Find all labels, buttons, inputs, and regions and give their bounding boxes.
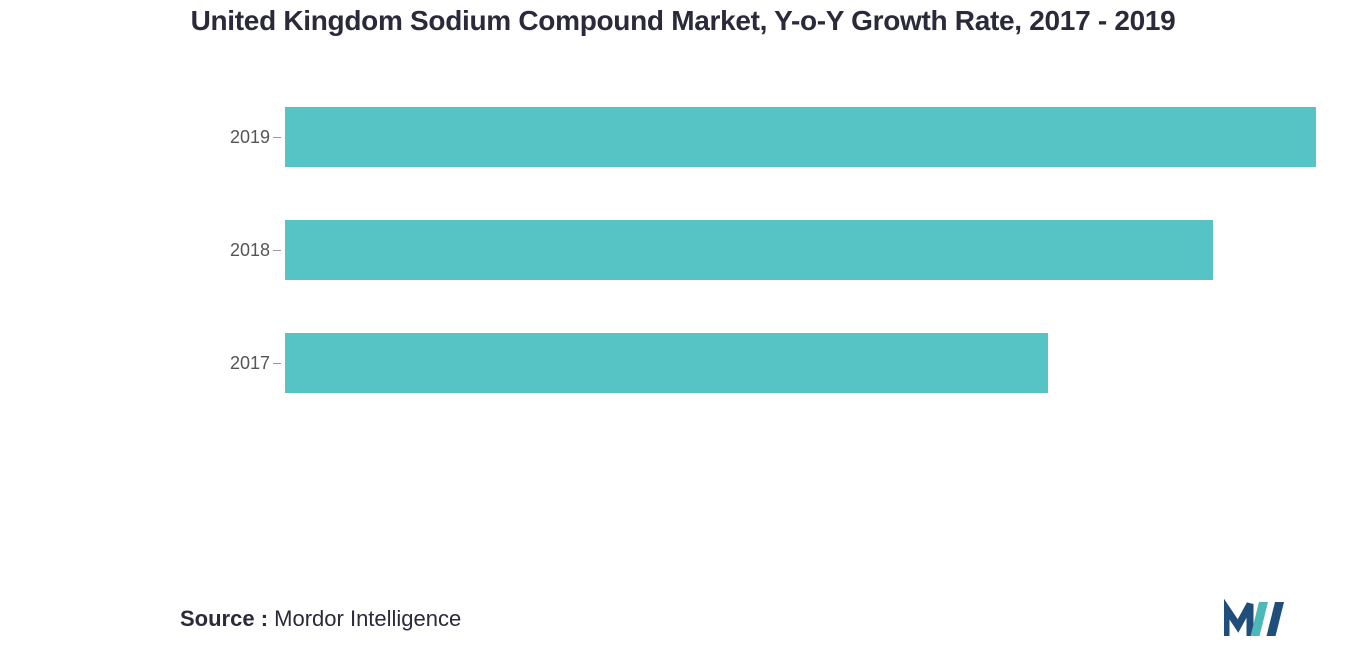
axis-tick (273, 250, 281, 251)
bar-2019 (285, 107, 1316, 167)
bar-label-2017: 2017 (230, 353, 270, 374)
bar-2017 (285, 333, 1048, 393)
bar-row-2019: 2019 (285, 107, 1316, 167)
bar-label-2018: 2018 (230, 240, 270, 261)
source-value: Mordor Intelligence (274, 606, 461, 631)
axis-tick (273, 137, 281, 138)
chart-footer: Source : Mordor Intelligence (180, 598, 1296, 640)
source-attribution: Source : Mordor Intelligence (180, 606, 461, 632)
bar-2018 (285, 220, 1213, 280)
bar-row-2017: 2017 (285, 333, 1316, 393)
bar-label-2019: 2019 (230, 127, 270, 148)
bar-row-2018: 2018 (285, 220, 1316, 280)
chart-container: United Kingdom Sodium Compound Market, Y… (0, 0, 1366, 655)
source-label: Source : (180, 606, 268, 631)
chart-title: United Kingdom Sodium Compound Market, Y… (25, 5, 1341, 37)
mordor-logo-icon (1224, 598, 1296, 640)
chart-plot-area: 2019 2018 2017 (25, 107, 1341, 393)
axis-tick (273, 363, 281, 364)
